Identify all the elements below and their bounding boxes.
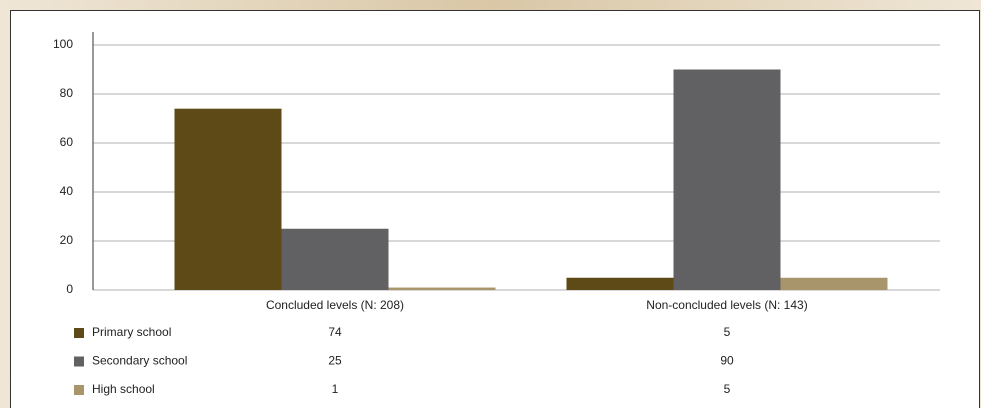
table-value: 25: [328, 354, 342, 368]
panel: [10, 10, 980, 408]
table-value: 1: [332, 382, 339, 396]
table-value: 90: [720, 354, 734, 368]
bar: [566, 277, 674, 290]
bar: [174, 108, 282, 290]
y-tick-label: 100: [53, 37, 73, 51]
bar: [388, 287, 496, 290]
legend-label: High school: [92, 382, 155, 396]
legend-swatch: [74, 385, 84, 395]
bar: [780, 277, 888, 290]
legend-swatch: [74, 356, 84, 367]
y-tick-label: 20: [60, 233, 74, 247]
y-tick-label: 0: [66, 282, 73, 296]
x-tick-label: Concluded levels (N: 208): [266, 298, 404, 312]
x-tick-label: Non-concluded levels (N: 143): [646, 298, 807, 312]
y-tick-label: 60: [60, 135, 74, 149]
table-value: 74: [328, 325, 342, 339]
y-tick-label: 80: [60, 86, 74, 100]
legend-swatch: [74, 328, 84, 338]
legend-label: Secondary school: [92, 354, 187, 368]
table-value: 5: [724, 382, 731, 396]
legend-label: Primary school: [92, 325, 171, 339]
bar: [673, 69, 781, 290]
y-tick-label: 40: [60, 184, 74, 198]
table-value: 5: [724, 325, 731, 339]
bar: [281, 228, 389, 290]
